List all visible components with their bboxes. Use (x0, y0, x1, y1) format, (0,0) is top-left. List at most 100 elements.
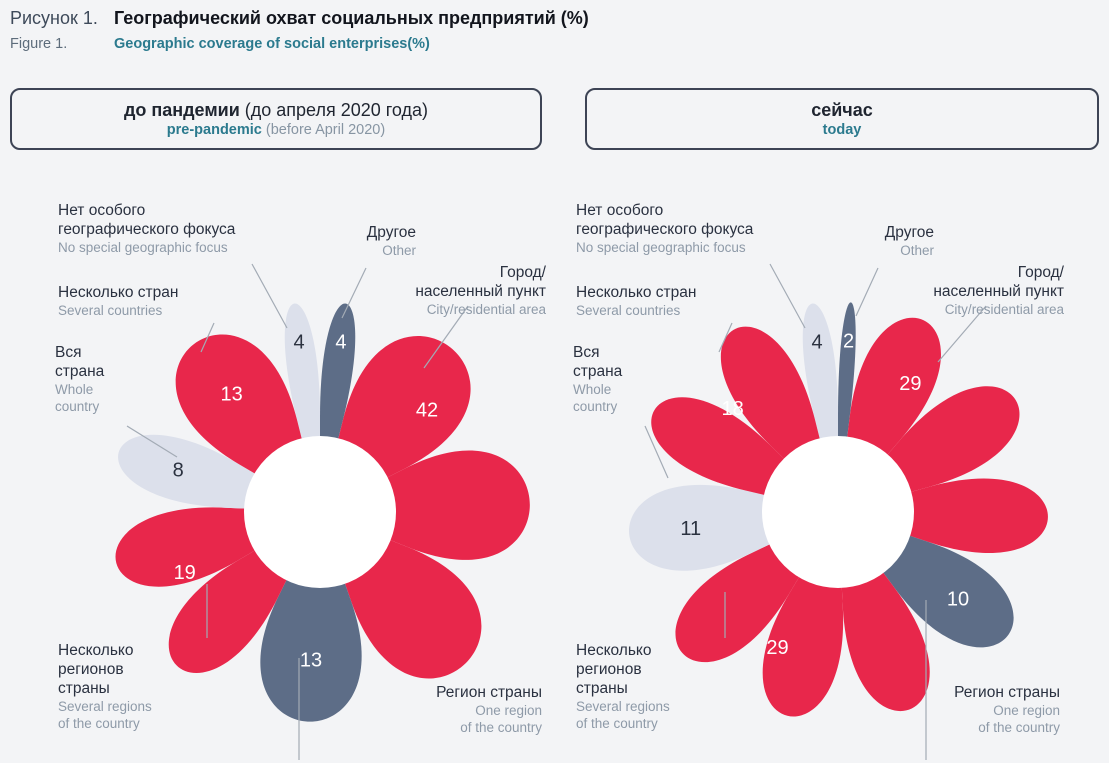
petal-value-one-region: 10 (947, 589, 969, 611)
category-label-ru-line: Вся (573, 344, 600, 361)
category-label-city: Город/населенный пункт City/residential a… (356, 264, 546, 319)
flower-chart-svg-today: 4 2 29 10 29 11 18 (628, 263, 1048, 760)
category-label-en-line: of the country (460, 719, 542, 735)
category-label-en-line: City/residential area (426, 301, 546, 317)
category-label-en-line: Several regions (576, 698, 670, 714)
category-label-several-countries: Несколько стран Several countries (58, 284, 258, 320)
panel-header-today: сейчас today (585, 88, 1099, 150)
petal-value-no-special-focus: 4 (812, 331, 823, 353)
leader-line-no-special-focus (251, 263, 288, 329)
petal-value-other: 2 (843, 330, 854, 352)
category-label-ru-line: Вся (55, 344, 82, 361)
category-label-whole-country: Вся страна Whole country (55, 344, 175, 416)
category-label-en-line: One region (993, 702, 1060, 718)
category-label-en-line: One region (475, 702, 542, 718)
leader-line-other (855, 267, 879, 317)
category-label-no-special-focus: Нет особого географического фокуса No spec… (576, 202, 816, 257)
category-label-other: Другое Other (300, 224, 416, 260)
category-label-en-line: No special geographic focus (576, 239, 746, 255)
category-label-ru-line: страна (55, 362, 105, 380)
flower-center (762, 436, 914, 588)
category-label-several-countries: Несколько стран Several countries (576, 284, 776, 320)
category-label-ru-line: населенный пункт (415, 282, 546, 300)
category-label-whole-country: Вся страна Whole country (573, 344, 693, 416)
petal-value-several-regions: 29 (766, 637, 788, 659)
panel-title-en-rest: (before April 2020) (261, 122, 386, 138)
category-label-ru-line: географического фокуса (576, 220, 754, 238)
leader-line-other (341, 267, 367, 319)
petal-value-whole-country: 11 (680, 518, 701, 540)
category-label-en-line: Several countries (576, 302, 681, 318)
category-label-en-line: country (55, 398, 100, 414)
panel-title-ru-bold: до пандемии (123, 100, 240, 120)
leader-line-no-special-focus (769, 263, 806, 329)
category-label-ru-line: Другое (884, 224, 934, 241)
leader-line-city (423, 305, 469, 369)
panel-title-ru-bold: сейчас (811, 100, 873, 120)
category-label-ru-line: страна (573, 362, 623, 380)
category-label-one-region: Регион страны One region of the country (870, 684, 1060, 737)
category-label-ru-line: населенный пункт (933, 282, 1064, 300)
category-label-en-line: Whole (573, 381, 612, 397)
petal-value-one-region: 13 (300, 650, 322, 672)
category-label-ru-line: регионов (576, 660, 642, 678)
category-label-several-regions: Несколько регионов страны Several regions of… (58, 642, 258, 732)
figure-title-ru: Географический охват социальных предприя… (114, 8, 589, 28)
category-label-one-region: Регион страны One region of the country (352, 684, 542, 737)
category-label-ru-line: Несколько стран (58, 284, 179, 301)
petal-value-whole-country: 8 (173, 460, 184, 482)
panel-title-en: today (823, 122, 862, 138)
category-label-ru-line: Несколько стран (576, 284, 697, 301)
figure-label-en: Figure 1. (10, 36, 68, 52)
category-label-ru-line: регионов (58, 660, 124, 678)
panel-title-ru-rest: (до апреля 2020 года) (239, 100, 429, 120)
category-label-city: Город/населенный пункт City/residential a… (874, 264, 1064, 319)
panel-title-ru: до пандемии (до апреля 2020 года) (124, 100, 428, 121)
panel-title-ru: сейчас (811, 100, 873, 121)
panel-header-pre-pandemic: до пандемии (до апреля 2020 года) pre-pa… (10, 88, 542, 150)
petal-value-several-countries: 18 (721, 398, 743, 420)
panel-title-en-bold: today (822, 122, 862, 138)
leader-line-several-countries (200, 322, 215, 353)
category-label-en-line: Several regions (58, 698, 152, 714)
category-label-other: Другое Other (818, 224, 934, 260)
petal-value-city: 42 (416, 400, 438, 422)
category-label-en-line: of the country (576, 715, 658, 731)
flower-chart-pre-pandemic: 4 4 42 13 19 8 13 Нет особого географического фо… (0, 160, 554, 763)
category-label-several-regions: Несколько регионов страны Several regions of… (576, 642, 776, 732)
leader-line-whole-country (126, 425, 178, 458)
figure-label-ru: Рисунок 1. (10, 8, 98, 28)
panel-title-en: pre-pandemic (before April 2020) (167, 122, 385, 138)
category-label-en-line: country (573, 398, 618, 414)
figure-title-row-ru: Рисунок 1. Географический охват социальны… (10, 8, 589, 29)
category-label-en-line: Whole (55, 381, 94, 397)
petal-value-other: 4 (335, 331, 346, 353)
category-label-en-line: Several countries (58, 302, 163, 318)
category-label-ru-line: Город/ (499, 264, 546, 281)
category-label-ru-line: Регион страны (954, 684, 1060, 701)
leader-line-several-countries (718, 322, 733, 353)
category-label-ru-line: Нет особого (576, 202, 664, 219)
figure-title-row-en: Figure 1. Geographic coverage of social e… (10, 36, 430, 52)
category-label-ru-line: Несколько (58, 642, 134, 659)
category-label-en-line: of the country (978, 719, 1060, 735)
category-label-ru-line: Другое (366, 224, 416, 241)
petal-value-no-special-focus: 4 (294, 331, 305, 353)
category-label-ru-line: Нет особого (58, 202, 146, 219)
category-label-no-special-focus: Нет особого географического фокуса No spec… (58, 202, 298, 257)
figure-title-en: Geographic coverage of social enterprise… (114, 36, 430, 52)
category-label-ru-line: Несколько (576, 642, 652, 659)
category-label-ru-line: страны (58, 679, 110, 697)
category-label-ru-line: географического фокуса (58, 220, 236, 238)
petal-value-city: 29 (899, 373, 921, 395)
panel-title-en-bold: pre-pandemic (166, 122, 262, 138)
category-label-en-line: Other (382, 242, 416, 258)
category-label-ru-line: страны (576, 679, 628, 697)
category-label-en-line: City/residential area (944, 301, 1064, 317)
category-label-ru-line: Город/ (1017, 264, 1064, 281)
flower-chart-today: 4 2 29 10 29 11 18 Нет особого географического ф… (518, 160, 1072, 763)
flower-center (244, 436, 396, 588)
category-label-ru-line: Регион страны (436, 684, 542, 701)
category-label-en-line: Other (900, 242, 934, 258)
